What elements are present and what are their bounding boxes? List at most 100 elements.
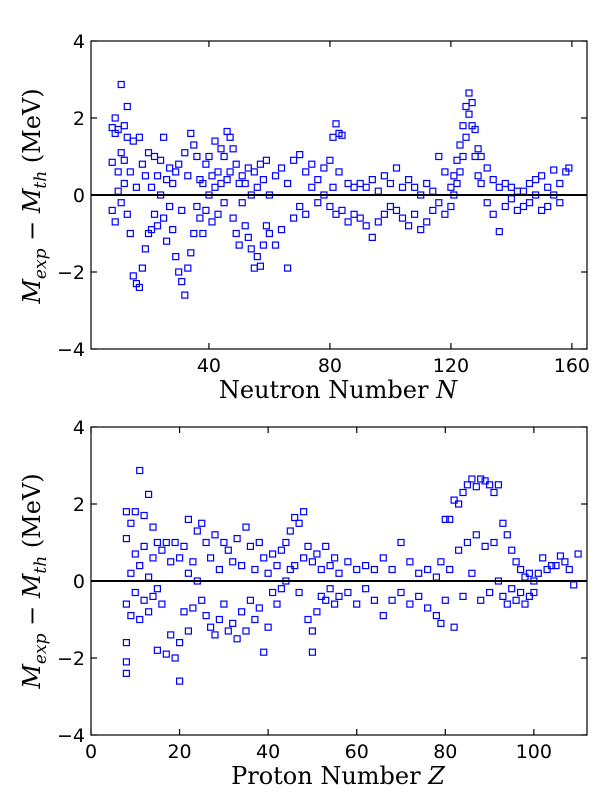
bottom-y-label-m2: M xyxy=(18,572,46,599)
bottom-data-point xyxy=(131,550,139,558)
top-data-point xyxy=(196,214,204,222)
top-data-point xyxy=(513,187,522,195)
top-data-point xyxy=(398,214,407,222)
bottom-data-point xyxy=(229,619,237,628)
top-data-point xyxy=(241,222,249,230)
bottom-data-point xyxy=(468,475,476,483)
top-data-point xyxy=(456,168,464,176)
bottom-data-point xyxy=(211,631,219,639)
top-data-point xyxy=(259,241,267,249)
bottom-data-point xyxy=(300,554,308,562)
top-data-point xyxy=(144,149,153,157)
bottom-data-point xyxy=(388,565,396,574)
bottom-data-point xyxy=(269,550,277,558)
top-data-point xyxy=(537,206,546,214)
top-y-tick-label: 0 xyxy=(73,185,85,207)
top-data-point xyxy=(135,133,143,141)
bottom-data-point xyxy=(468,569,476,577)
top-data-point xyxy=(550,166,558,174)
top-panel: 40 80 120 160 −4 −2 0 2 4 Neutron Number N Mexp … xyxy=(18,31,590,404)
bottom-data-point xyxy=(246,596,254,604)
top-data-point xyxy=(462,102,470,111)
top-data-point xyxy=(153,222,162,230)
top-y-tick-label: 2 xyxy=(73,108,85,130)
bottom-data-point xyxy=(189,558,197,566)
bottom-data-point xyxy=(331,554,339,562)
top-data-point xyxy=(392,164,401,172)
bottom-data-point xyxy=(277,585,285,593)
bottom-data-point xyxy=(149,554,157,562)
top-data-point xyxy=(501,179,509,188)
top-data-point xyxy=(169,226,177,234)
top-data-point xyxy=(265,229,273,238)
top-y-label-m2: M xyxy=(18,187,46,214)
top-data-point xyxy=(302,210,310,218)
top-data-point xyxy=(166,202,174,211)
bottom-data-point xyxy=(171,538,179,547)
bottom-data-point xyxy=(353,565,361,574)
bottom-ticks: 0 20 40 60 80 100 −4 −2 0 2 4 xyxy=(57,417,587,763)
bottom-data-point xyxy=(295,519,303,527)
top-x-axis-symbol: N xyxy=(435,376,458,404)
bottom-data-point xyxy=(145,608,153,616)
bottom-data-point xyxy=(317,565,325,574)
bottom-data-point xyxy=(521,600,529,608)
top-data-point xyxy=(332,210,340,218)
top-data-point xyxy=(489,210,497,218)
bottom-data-point xyxy=(220,600,228,608)
top-data-point xyxy=(208,172,216,180)
bottom-data-point xyxy=(198,519,206,527)
top-data-point xyxy=(129,137,137,145)
bottom-data-point xyxy=(291,513,299,522)
top-data-point xyxy=(302,168,310,176)
bottom-data-point xyxy=(136,561,144,570)
bottom-data-point xyxy=(370,596,378,604)
bottom-data-point xyxy=(362,561,370,570)
bottom-data-point xyxy=(264,623,272,631)
top-data-point xyxy=(332,120,340,128)
bottom-data-point xyxy=(238,608,246,616)
bottom-data-point xyxy=(406,558,414,566)
bottom-data-point xyxy=(207,554,215,562)
top-y-axis-label: Mexp − Mth (MeV) xyxy=(18,88,51,304)
bottom-y-label-minus: − xyxy=(18,598,46,633)
bottom-data-point xyxy=(176,554,184,562)
top-data-point xyxy=(380,172,388,180)
bottom-data-point xyxy=(308,627,316,635)
top-data-point xyxy=(565,164,573,172)
top-data-point xyxy=(441,210,449,218)
top-data-point xyxy=(163,237,171,245)
top-data-point xyxy=(271,241,280,249)
bottom-data-point xyxy=(322,596,330,604)
top-data-point xyxy=(290,156,298,164)
bottom-y-tick-label: −2 xyxy=(57,648,85,670)
top-data-point xyxy=(181,149,189,157)
bottom-data-point xyxy=(127,519,135,527)
bottom-data-point xyxy=(446,515,454,524)
bottom-data-point xyxy=(202,611,210,620)
top-data-point xyxy=(229,214,237,222)
bottom-data-point xyxy=(441,515,449,524)
bottom-data-point xyxy=(379,611,387,620)
top-data-point xyxy=(214,168,222,176)
top-data-point xyxy=(178,206,186,214)
top-y-tick-label: −4 xyxy=(57,339,85,361)
bottom-x-tick-label: 40 xyxy=(256,741,280,763)
bottom-data-point xyxy=(149,592,157,601)
top-scatter-markers xyxy=(108,80,573,299)
top-data-point xyxy=(238,199,246,207)
top-data-point xyxy=(120,179,128,188)
top-data-point xyxy=(338,131,346,139)
top-data-point xyxy=(150,210,159,218)
top-data-point xyxy=(477,152,485,161)
bottom-data-point xyxy=(207,623,215,631)
top-data-point xyxy=(556,199,564,207)
bottom-data-point xyxy=(167,631,175,639)
top-data-point xyxy=(190,141,198,149)
bottom-data-point xyxy=(246,542,254,551)
top-data-point xyxy=(320,164,328,172)
bottom-data-point xyxy=(140,542,148,551)
bottom-data-point xyxy=(477,475,485,483)
top-x-axis-label-text: Neutron Number xyxy=(219,376,429,404)
